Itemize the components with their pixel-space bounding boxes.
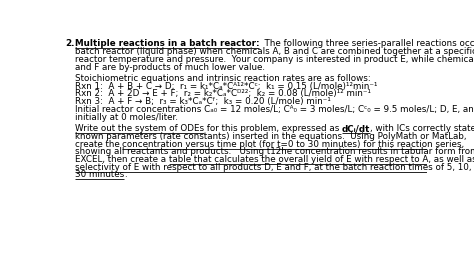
Text: .: . bbox=[124, 170, 127, 179]
Text: EXCEL, then create a: EXCEL, then create a bbox=[75, 155, 169, 164]
Text: reactor temperature and pressure.  Your company is interested in product E, whil: reactor temperature and pressure. Your c… bbox=[75, 55, 474, 64]
Text: Initial reactor concentrations Cₐ₀ = 12 moles/L; Cᴬ₀ = 3 moles/L; Cᶜ₀ = 9.5 mole: Initial reactor concentrations Cₐ₀ = 12 … bbox=[75, 105, 474, 114]
Text: Rxn 1:  A + B + C → D;  r₁ = k₁*Cₐ*Cᴬ¹²*Cᶜ;  k₁ = 0.15 (L/mole)¹²min⁻¹: Rxn 1: A + B + C → D; r₁ = k₁*Cₐ*Cᴬ¹²*Cᶜ… bbox=[75, 82, 377, 91]
Text: table that calculates the overall yield of E with respect to A, as well as the: table that calculates the overall yield … bbox=[169, 155, 474, 164]
Text: 2.: 2. bbox=[65, 39, 75, 49]
Text: Write out the system of ODEs: Write out the system of ODEs bbox=[75, 124, 204, 133]
Text: The following three series-parallel reactions occur in a: The following three series-parallel reac… bbox=[259, 39, 474, 49]
Text: selectivity of E with respect to all products D, E and F, at the batch reaction : selectivity of E with respect to all pro… bbox=[75, 163, 474, 172]
Text: showing all reactants and products.   Using t12he concentration results in tabul: showing all reactants and products. Usin… bbox=[75, 147, 474, 156]
Text: create the: create the bbox=[75, 140, 122, 149]
Text: dCᵢ/dt: dCᵢ/dt bbox=[342, 124, 370, 133]
Text: , with ICs correctly stated and: , with ICs correctly stated and bbox=[370, 124, 474, 133]
Text: Multiple reactions in a batch reactor:: Multiple reactions in a batch reactor: bbox=[75, 39, 259, 49]
Text: batch reactor (liquid phase) when chemicals A, B and C are combined together at : batch reactor (liquid phase) when chemic… bbox=[75, 47, 474, 56]
Text: initially at 0 moles/liter.: initially at 0 moles/liter. bbox=[75, 112, 178, 122]
Text: 30 minutes: 30 minutes bbox=[75, 170, 124, 179]
Text: Rxn 2:  A + 2D → E + F;  r₂ = k₂*Cₐ*Cᴰ²²;  k₂ = 0.08 (L/mole)¹² min⁻¹: Rxn 2: A + 2D → E + F; r₂ = k₂*Cₐ*Cᴰ²²; … bbox=[75, 90, 371, 99]
Text: concentration versus time plot (for t=0 to 30 minutes) for this reaction series,: concentration versus time plot (for t=0 … bbox=[122, 140, 465, 149]
Text: for this problem, expressed as: for this problem, expressed as bbox=[204, 124, 342, 133]
Text: Stoichiometric equations and intrinsic reaction rates are as follows:: Stoichiometric equations and intrinsic r… bbox=[75, 74, 371, 83]
Text: known parameters (rate constants) inserted in the equations.  Using PolyMath or : known parameters (rate constants) insert… bbox=[75, 132, 466, 141]
Text: and F are by-products of much lower value.: and F are by-products of much lower valu… bbox=[75, 62, 265, 71]
Text: Rxn 3:  A + F → B;  r₃ = k₃*Cₐ*Cᶠ;  k₃ = 0.20 (L/mole) min⁻¹: Rxn 3: A + F → B; r₃ = k₃*Cₐ*Cᶠ; k₃ = 0.… bbox=[75, 97, 331, 106]
